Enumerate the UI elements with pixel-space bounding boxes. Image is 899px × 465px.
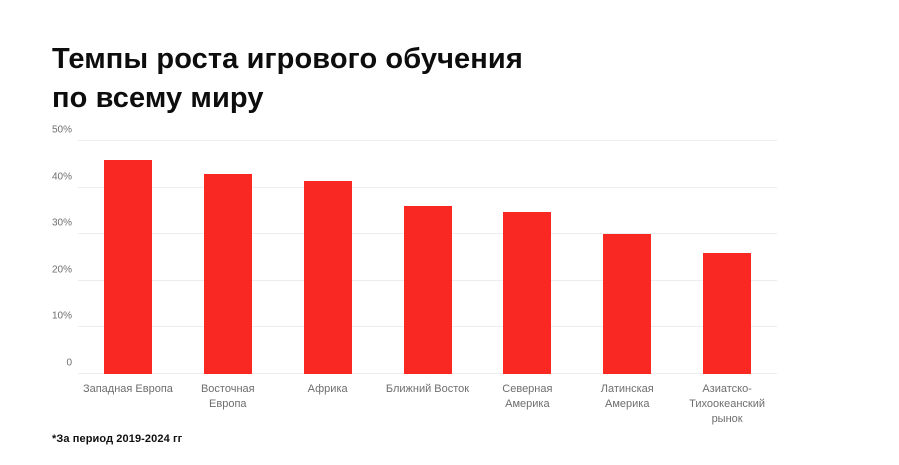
bar-1 <box>103 159 152 374</box>
y-tick-label: 10% <box>51 310 72 322</box>
bar-column <box>178 141 278 374</box>
x-tick-label: Западная Европа <box>82 383 173 395</box>
bars-layer <box>78 141 777 374</box>
bar-6 <box>603 234 652 374</box>
page-title: Темпы роста игрового обучения по всему м… <box>52 43 523 115</box>
y-tick-label: 50% <box>51 124 72 136</box>
bar-3 <box>303 180 352 374</box>
y-tick-label: 20% <box>51 264 72 276</box>
bar-column <box>78 141 178 374</box>
bar-5 <box>503 211 552 374</box>
bar-column <box>677 141 777 374</box>
bar-column <box>577 141 677 374</box>
gridline <box>78 186 777 188</box>
gridline <box>78 140 777 141</box>
bar-column <box>477 141 577 374</box>
y-tick-label: 40% <box>51 171 72 183</box>
y-tick-label: 30% <box>51 217 72 229</box>
x-tick-label: Северная Америка <box>502 383 553 410</box>
x-tick-label: Ближний Восток <box>385 383 470 395</box>
y-axis: 0 10% 20% 30% 40% 50% <box>0 125 72 374</box>
bar-4 <box>403 206 452 374</box>
x-tick-label: Африка <box>307 383 348 395</box>
bar-7 <box>703 252 752 374</box>
x-tick-label: Азиатско-Тихоокеанский рынок <box>689 383 765 425</box>
plot-area <box>78 140 777 374</box>
bar-column <box>278 141 378 374</box>
x-axis-labels: Западная Европа Восточная Европа Африка Бли… <box>78 382 777 427</box>
x-tick-label: Восточная Европа <box>200 383 255 410</box>
bar-column <box>378 141 478 374</box>
y-tick-label: 0 <box>66 357 72 369</box>
footnote: *За период 2019-2024 гг <box>52 433 183 445</box>
bar-2 <box>203 173 252 374</box>
x-tick-label: Латинская Америка <box>600 383 654 410</box>
